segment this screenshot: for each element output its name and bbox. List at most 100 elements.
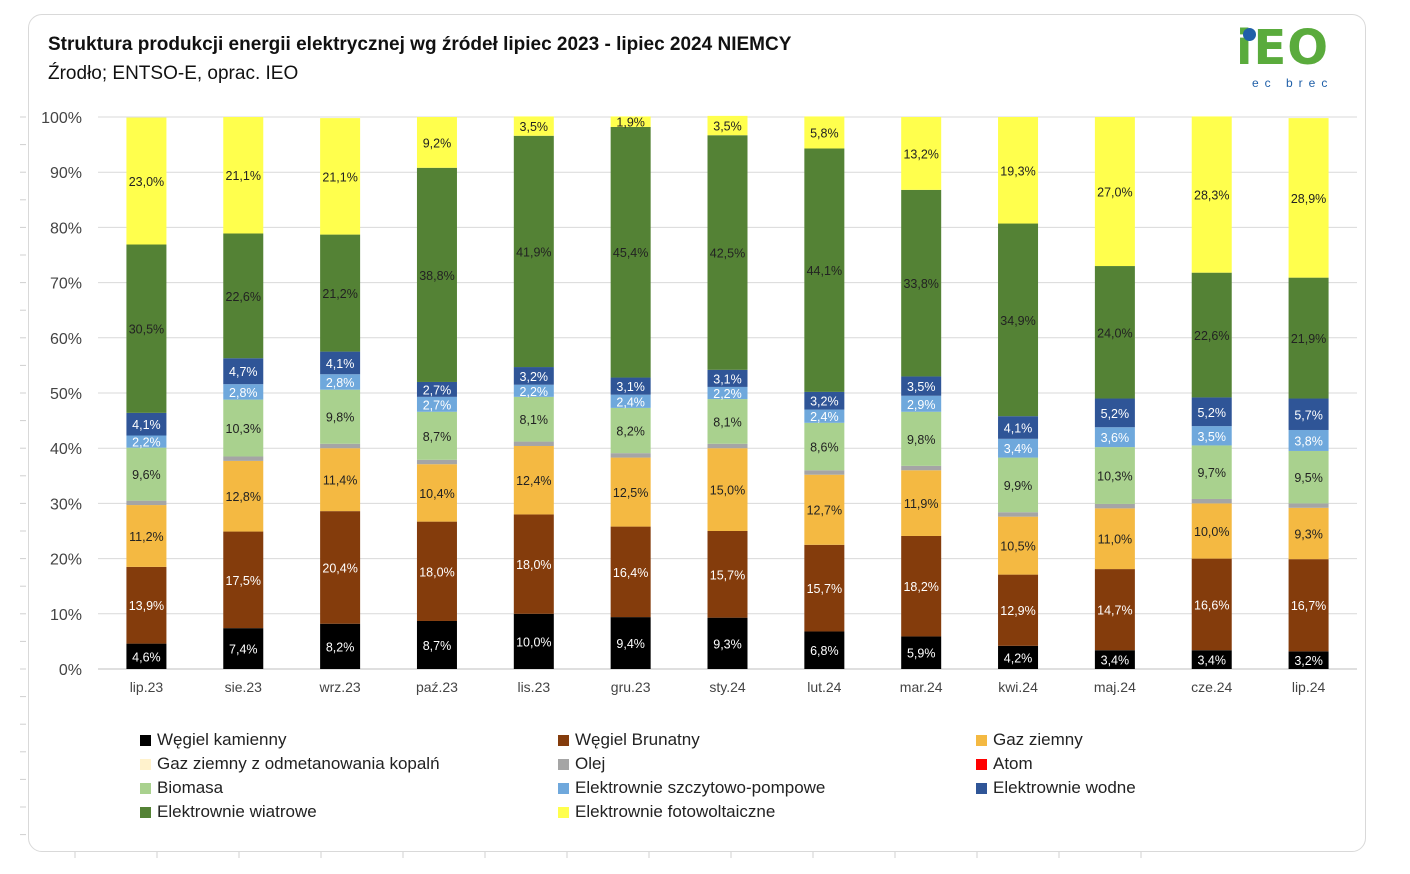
bar-segment <box>1191 650 1232 669</box>
data-label: 9,5% <box>1294 471 1323 485</box>
data-label: 7,4% <box>229 643 258 657</box>
legend-swatch <box>976 782 987 794</box>
bar-segment <box>1191 272 1232 398</box>
legend-item: Atom <box>976 754 1033 774</box>
data-label: 4,1% <box>132 418 161 432</box>
bar-segment <box>707 115 748 136</box>
data-label: 8,2% <box>326 640 355 654</box>
legend-item: Elektrownie wodne <box>976 778 1136 798</box>
bar-segment <box>804 631 845 669</box>
bar-segment <box>513 367 554 385</box>
bar-segment <box>513 116 554 136</box>
x-tick-label: lip.24 <box>1292 679 1326 695</box>
data-label: 4,7% <box>229 365 258 379</box>
bar-segment <box>901 411 942 466</box>
data-label: 8,7% <box>423 639 452 653</box>
bar-segment <box>610 457 651 527</box>
bar-segment <box>804 391 845 410</box>
bar-segment <box>998 645 1039 669</box>
data-label: 3,5% <box>1197 430 1226 444</box>
bar-segment <box>998 574 1039 646</box>
bar-segment <box>901 189 942 377</box>
data-label: 5,2% <box>1197 406 1226 420</box>
bar-segment <box>1288 651 1329 669</box>
chart-title: Struktura produkcji energii elektrycznej… <box>48 34 792 55</box>
bar-segment <box>804 544 845 632</box>
bar-segment <box>223 117 264 234</box>
data-label: 9,2% <box>423 136 452 150</box>
y-tick-label: 100% <box>41 110 82 127</box>
data-label: 5,9% <box>907 647 936 661</box>
bar-segment <box>320 443 361 449</box>
y-tick-label: 70% <box>50 276 82 293</box>
data-label: 3,5% <box>907 380 936 394</box>
data-label: 42,5% <box>710 247 745 261</box>
bar-segment <box>320 389 361 444</box>
bar-segment <box>804 470 845 475</box>
x-tick-label: gru.23 <box>611 679 651 695</box>
bar-segment <box>416 117 457 168</box>
y-tick-label: 0% <box>59 662 82 679</box>
bar-segment <box>707 617 748 669</box>
bar-segment <box>320 448 361 512</box>
logo-subtitle: ec brec <box>1252 76 1334 90</box>
y-tick-label: 60% <box>50 331 82 348</box>
bar-segment <box>1288 277 1329 399</box>
data-label: 2,2% <box>520 385 549 399</box>
x-tick-label: sty.24 <box>709 679 746 695</box>
data-label: 9,4% <box>616 637 645 651</box>
bar-segment <box>513 441 554 446</box>
data-label: 9,3% <box>1294 527 1323 541</box>
data-label: 21,9% <box>1291 332 1326 346</box>
bar-segment <box>320 118 361 235</box>
data-label: 18,0% <box>419 565 454 579</box>
legend-swatch <box>140 734 151 746</box>
bar-segment <box>126 412 167 436</box>
data-label: 11,2% <box>129 530 164 544</box>
data-label: 3,5% <box>713 120 742 134</box>
legend-swatch <box>558 734 569 746</box>
bar-segment <box>610 394 651 408</box>
data-label: 6,8% <box>810 644 839 658</box>
data-label: 28,9% <box>1291 192 1326 206</box>
bar-segment <box>1288 559 1329 652</box>
bar-segment <box>1288 503 1329 508</box>
bar-segment <box>126 117 167 245</box>
data-label: 15,0% <box>710 484 745 498</box>
data-label: 9,3% <box>713 637 742 651</box>
data-label: 10,0% <box>1194 525 1229 539</box>
bar-segment <box>1191 116 1232 273</box>
x-tick-label: sie.23 <box>225 679 263 695</box>
data-label: 22,6% <box>226 290 261 304</box>
legend-swatch <box>558 782 569 794</box>
data-label: 19,3% <box>1000 164 1035 178</box>
data-label: 16,4% <box>613 566 648 580</box>
legend-label: Elektrownie wiatrowe <box>157 802 317 821</box>
bar-segment <box>223 358 264 385</box>
data-label: 4,1% <box>326 357 355 371</box>
data-label: 24,0% <box>1097 326 1132 340</box>
legend-label: Elektrownie szczytowo-pompowe <box>575 778 826 797</box>
data-label: 3,1% <box>616 380 645 394</box>
data-label: 8,1% <box>713 415 742 429</box>
bar-segment <box>1094 266 1135 399</box>
legend-item: Biomasa <box>140 778 223 798</box>
y-tick-label: 90% <box>50 165 82 182</box>
bar-segment <box>901 636 942 669</box>
legend-item: Gaz ziemny z odmetanowania kopalń <box>140 754 440 774</box>
bar-segment <box>1094 503 1135 509</box>
legend-swatch <box>976 758 987 770</box>
bar-segment <box>126 447 167 501</box>
bar-segment <box>901 395 942 412</box>
bar-segment <box>126 435 167 448</box>
legend-swatch <box>558 758 569 770</box>
data-label: 2,7% <box>423 398 452 412</box>
data-label: 3,2% <box>520 370 549 384</box>
y-tick-label: 80% <box>50 220 82 237</box>
bar-segment <box>1191 397 1232 427</box>
bar-segment <box>707 531 748 618</box>
bar-segment <box>416 381 457 397</box>
x-tick-label: lip.23 <box>130 679 164 695</box>
bar-segment <box>416 396 457 412</box>
bar-segment <box>707 135 748 370</box>
